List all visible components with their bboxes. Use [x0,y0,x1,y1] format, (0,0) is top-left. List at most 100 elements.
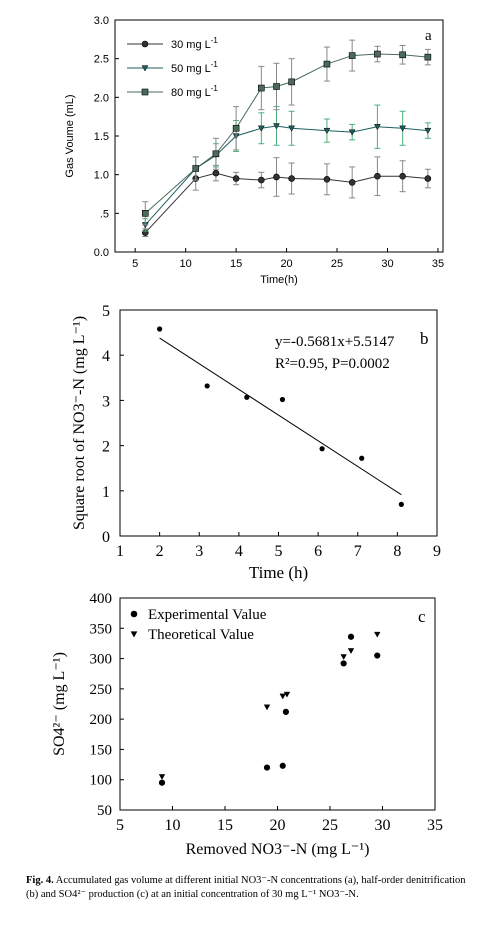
legend-label: 30 mg L-1 [171,36,218,51]
y-tick-label: 2 [102,439,110,456]
data-point [347,648,355,655]
data-point [232,175,240,182]
equation-annotation: y=-0.5681x+5.5147 [275,334,395,350]
data-point [244,394,250,400]
data-point [323,176,331,183]
x-tick-label: 15 [230,258,242,270]
y-tick-label: .5 [100,208,109,220]
series-line [144,172,428,234]
data-point [288,175,295,182]
y-axis-label: Gas Voume (mL) [64,94,76,177]
data-point [288,125,296,132]
x-tick-label: 10 [180,258,192,270]
fit-line [159,337,402,496]
data-point [288,78,295,86]
data-point [282,708,290,715]
y-axis-label: SO4²⁻ (mg L⁻¹) [51,652,68,756]
data-point [212,150,220,158]
caption-text: Accumulated gas volume at different init… [26,875,466,900]
x-tick-label: 30 [375,817,391,834]
legend-label: 80 mg L-1 [171,84,218,99]
data-point [348,179,356,186]
y-tick-label: 4 [102,348,110,365]
legend-label: 50 mg L-1 [171,60,218,75]
series-line [144,53,428,214]
x-tick-label: 35 [432,258,444,270]
data-point [348,129,356,136]
y-tick-label: 3 [102,393,110,410]
data-point [279,693,286,700]
legend-marker [141,40,149,48]
data-point [283,691,291,698]
data-point [399,172,406,180]
data-point [424,53,432,61]
data-point [158,779,166,786]
x-tick-label: 30 [381,258,393,270]
data-point [347,633,355,640]
data-point [323,60,331,68]
y-axis-label: Square root of NO3⁻-N (mg L⁻¹) [71,316,88,530]
data-point [157,326,163,332]
data-point [340,660,347,667]
y-tick-label: 1 [102,484,110,501]
legend-label: Experimental Value [148,607,267,623]
data-point [263,704,271,711]
y-tick-label: 50 [97,803,112,819]
figure-caption: Fig. 4. Accumulated gas volume at differ… [26,874,466,901]
chart-a: 5 10 15 20 25 30 35 0.0 .5 1.0 1.5 2.0 2.5 3.0 Time(h)… [64,15,444,286]
x-axis-label: Removed NO3⁻-N (mg L⁻¹) [186,841,370,858]
data-point [399,51,406,59]
legend-superscript: -1 [211,60,219,69]
panel-label: b [420,329,429,348]
y-tick-label: 100 [90,773,113,789]
caption-label: Fig. 4. [26,875,54,886]
data-point [424,175,432,182]
data-point [279,762,286,769]
x-tick-label: 5 [116,817,124,834]
data-point [273,123,280,130]
x-tick-label: 2 [156,543,164,560]
x-tick-label: 10 [165,817,181,834]
data-point [192,165,200,172]
data-point [212,169,220,177]
x-tick-label: 5 [275,543,283,560]
x-tick-label: 3 [195,543,203,560]
series-line [144,125,428,226]
x-tick-label: 25 [331,258,343,270]
data-point [374,172,381,180]
x-tick-label: 15 [217,817,233,834]
y-tick-label: 200 [90,712,113,728]
x-tick-label: 6 [314,543,322,560]
data-point [319,446,325,452]
y-tick-label: 1.0 [94,170,109,182]
fit-stats-annotation: R²=0.95, P=0.0002 [275,356,390,372]
legend-superscript: -1 [211,84,219,93]
data-point [273,83,280,90]
data-point [263,764,271,771]
x-tick-label: 7 [354,543,362,560]
y-tick-label: 3.0 [94,15,109,27]
data-point [348,52,356,59]
legend-marker [130,610,138,618]
data-point [374,631,381,638]
data-point [258,176,265,184]
x-tick-label: 8 [393,543,401,560]
data-point [273,173,280,181]
y-tick-label: 250 [90,682,113,698]
x-tick-label: 25 [322,817,338,834]
x-tick-label: 20 [270,817,286,834]
y-tick-label: 400 [90,591,113,607]
data-point [373,124,381,131]
y-tick-label: 0 [102,529,110,546]
y-tick-label: 2.5 [94,54,109,66]
data-point [257,125,265,132]
data-point [158,774,166,781]
legend-label: Theoretical Value [148,627,254,643]
legend-marker [141,88,149,96]
data-point [340,654,347,661]
data-point [374,652,381,659]
data-point [398,501,404,507]
data-point [323,127,331,135]
data-point [424,127,432,135]
